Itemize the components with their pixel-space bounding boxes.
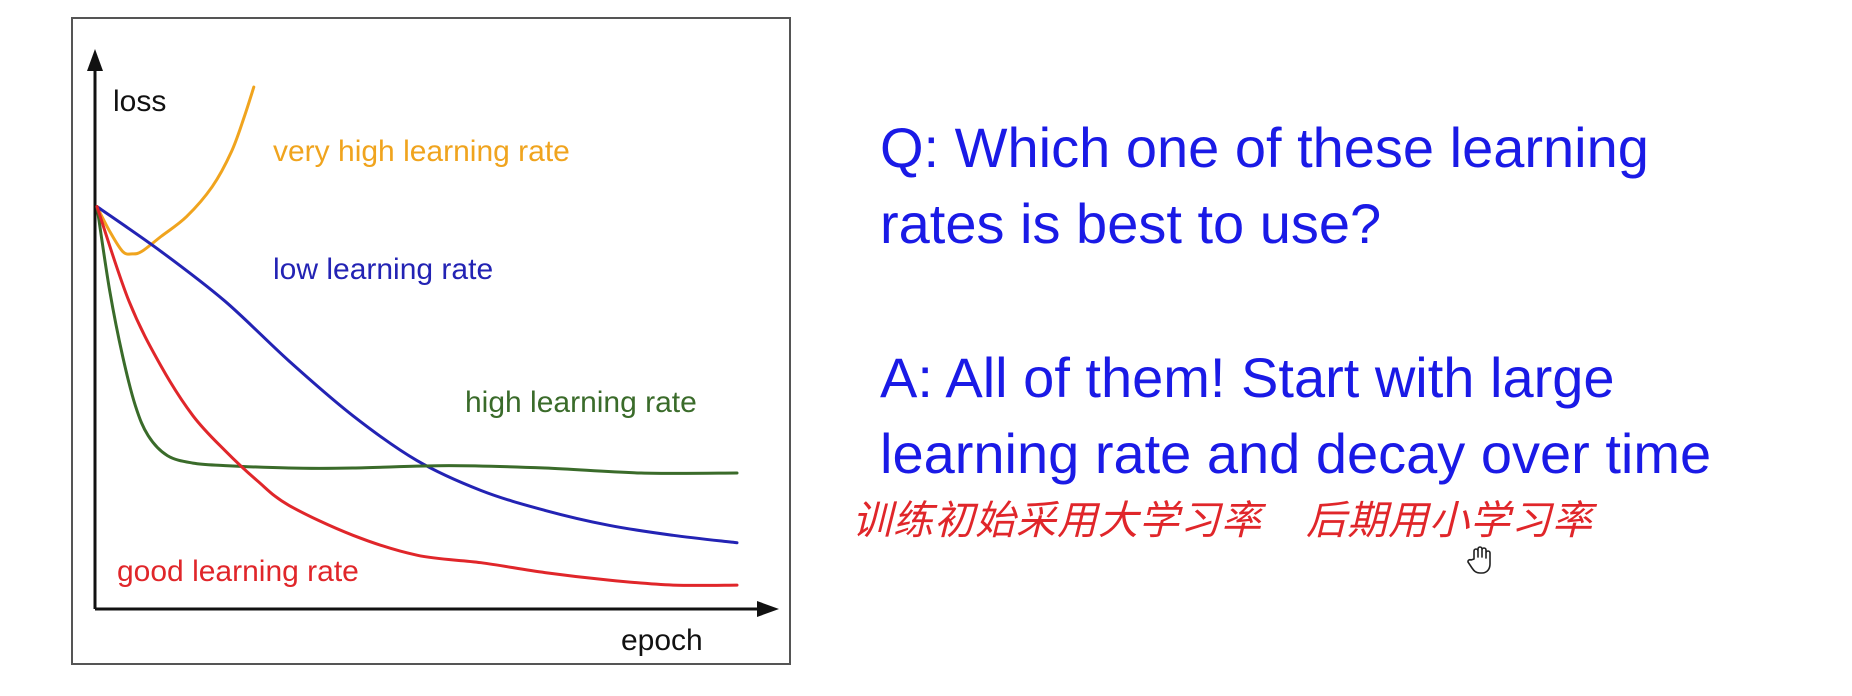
y-axis-arrow (87, 49, 103, 71)
series-label-high: high learning rate (465, 386, 697, 419)
series-very-high-learning-rate (95, 85, 256, 256)
series-low-learning-rate (95, 205, 739, 545)
handwritten-note-1: 训练初始采用大学习率 (852, 498, 1262, 544)
learning-rate-chart: loss epoch very high learning rate low l… (71, 17, 791, 665)
x-axis-label: epoch (621, 624, 703, 657)
series-label-low: low learning rate (273, 253, 493, 286)
series-layer (95, 85, 739, 587)
chart-axes (87, 49, 779, 617)
answer-line-1: A: All of them! Start with large (880, 346, 1615, 409)
series-high-learning-rate (95, 205, 739, 475)
series-label-very-high: very high learning rate (273, 135, 570, 168)
question-text: Q: Which one of these learning rates is … (880, 110, 1649, 262)
hand-cursor-icon (1467, 546, 1491, 574)
handwritten-note-2: 后期用小学习率 (1306, 498, 1593, 544)
chart-canvas: loss epoch very high learning rate low l… (87, 49, 779, 657)
answer-text: A: All of them! Start with large learnin… (880, 340, 1711, 492)
question-line-1: Q: Which one of these learning (880, 116, 1649, 179)
question-line-2: rates is best to use? (880, 192, 1382, 255)
y-axis-label: loss (113, 85, 166, 118)
handwritten-annotation: 训练初始采用大学习率 后期用小学习率 (852, 488, 1593, 546)
x-axis-arrow (757, 601, 779, 617)
series-good-learning-rate (95, 205, 739, 587)
series-label-good: good learning rate (117, 555, 359, 588)
answer-line-2: learning rate and decay over time (880, 422, 1712, 485)
